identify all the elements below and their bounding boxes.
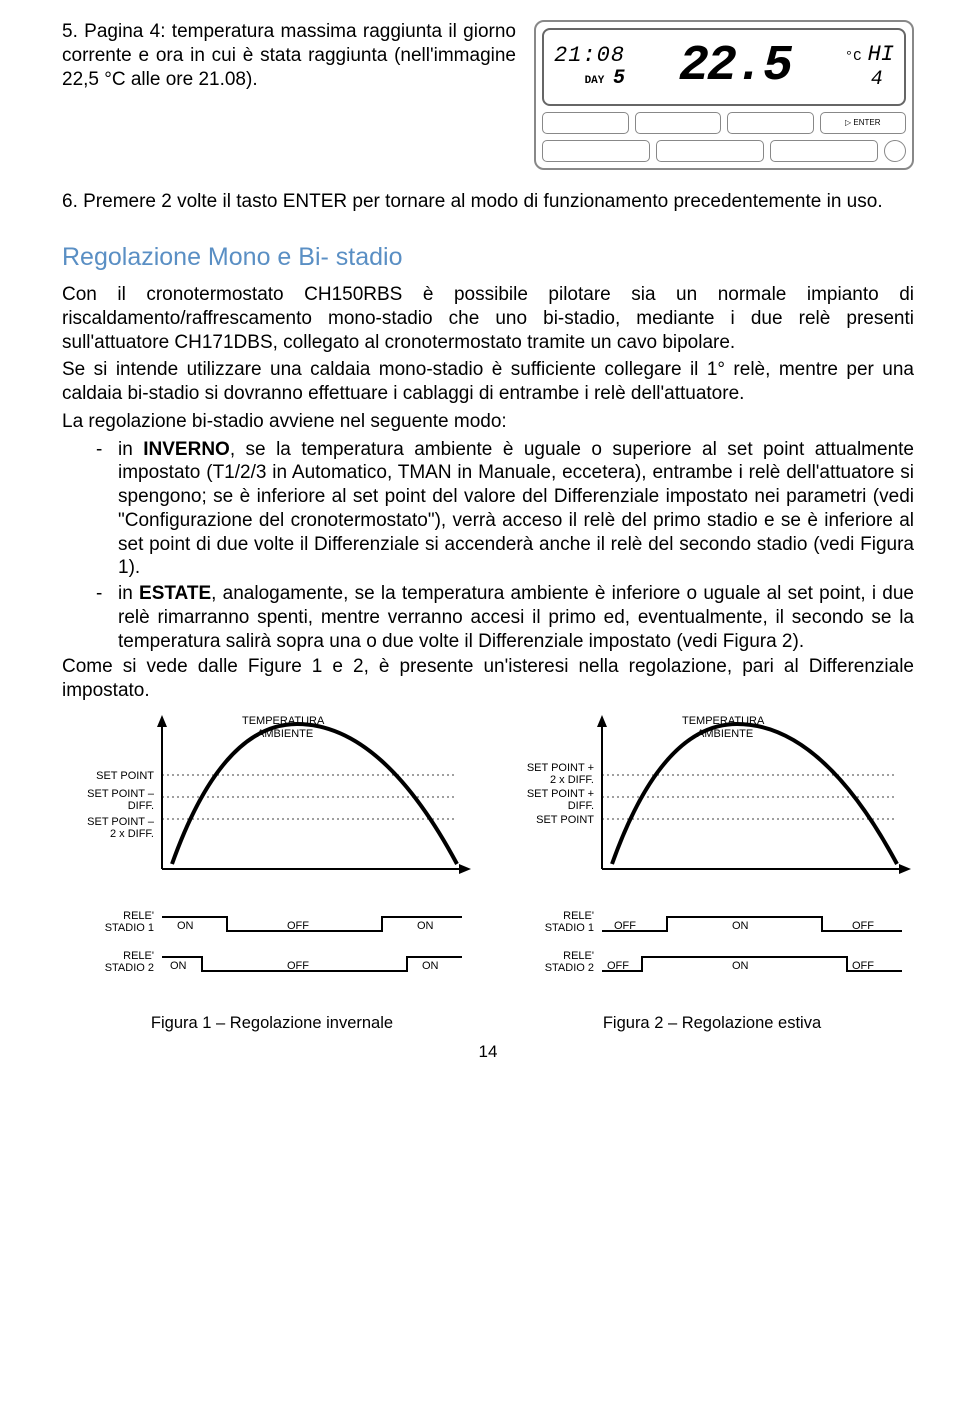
lcd-day-num: 5 bbox=[613, 67, 625, 90]
step6-text: 6. Premere 2 volte il tasto ENTER per to… bbox=[62, 190, 914, 214]
fig2-r2-s2: ON bbox=[732, 960, 749, 972]
fig2-r1-s3: OFF bbox=[852, 920, 874, 932]
li2-post: , analogamente, se la temperatura ambien… bbox=[118, 583, 914, 652]
fig1-r2-s1: ON bbox=[170, 960, 187, 972]
fig1-ylabel-3a: SET POINT – bbox=[87, 816, 155, 828]
fig2-axis-title-2: AMBIENTE bbox=[697, 728, 753, 740]
fig2-relay1-b: STADIO 1 bbox=[545, 922, 594, 934]
fig2-r2-s1: OFF bbox=[607, 960, 629, 972]
li2-pre: in bbox=[118, 583, 139, 604]
fig1-ylabel-2a: SET POINT – bbox=[87, 788, 155, 800]
device-btn-round[interactable] bbox=[884, 140, 906, 162]
fig2-relay1-a: RELE' bbox=[563, 910, 594, 922]
fig1-caption: Figura 1 – Regolazione invernale bbox=[151, 1013, 393, 1034]
para-1: Con il cronotermostato CH150RBS è possib… bbox=[62, 283, 914, 354]
figure-1: TEMPERATURA AMBIENTE SET POINT SET POINT… bbox=[62, 709, 482, 1034]
figures-row: TEMPERATURA AMBIENTE SET POINT SET POINT… bbox=[62, 709, 914, 1034]
para-2: Se si intende utilizzare una caldaia mon… bbox=[62, 358, 914, 406]
fig2-relay2-a: RELE' bbox=[563, 950, 594, 962]
fig1-relay2-b: STADIO 2 bbox=[105, 962, 154, 974]
fig1-relay1-b: STADIO 1 bbox=[105, 922, 154, 934]
btn-row-1: ▷ ENTER bbox=[542, 112, 906, 134]
fig1-ylabel-1: SET POINT bbox=[96, 770, 154, 782]
device-btn-blank-3[interactable] bbox=[727, 112, 814, 134]
li2-bold: ESTATE bbox=[139, 583, 211, 604]
step5-text: 5. Pagina 4: temperatura massima raggiun… bbox=[62, 20, 516, 170]
lcd-extra: 4 bbox=[871, 70, 883, 90]
fig1-r2-s3: ON bbox=[422, 960, 439, 972]
fig1-r1-s2: OFF bbox=[287, 920, 309, 932]
fig1-ylabel-3b: 2 x DIFF. bbox=[110, 828, 154, 840]
lcd-temp: 22.5 bbox=[679, 42, 791, 92]
fig2-ylabel-2b: DIFF. bbox=[568, 800, 594, 812]
para-4: Come si vede dalle Figure 1 e 2, è prese… bbox=[62, 655, 914, 703]
bullet-list: in INVERNO, se la temperatura ambiente è… bbox=[62, 438, 914, 654]
list-item-estate: in ESTATE, analogamente, se la temperatu… bbox=[118, 582, 914, 653]
figure-2: TEMPERATURA AMBIENTE SET POINT + 2 x DIF… bbox=[502, 709, 922, 1034]
fig1-relay1-a: RELE' bbox=[123, 910, 154, 922]
lcd-day-label: DAY bbox=[585, 75, 605, 87]
li1-pre: in bbox=[118, 439, 143, 460]
section-heading: Regolazione Mono e Bi- stadio bbox=[62, 242, 914, 273]
device-btn-enter[interactable]: ▷ ENTER bbox=[820, 112, 907, 134]
lcd-hi: HI bbox=[868, 44, 894, 66]
device-btn-blank-4[interactable] bbox=[542, 140, 650, 162]
fig2-r1-s2: ON bbox=[732, 920, 749, 932]
fig1-axis-title-1: TEMPERATURA bbox=[242, 715, 325, 727]
fig2-ylabel-1b: 2 x DIFF. bbox=[550, 774, 594, 786]
fig2-ylabel-2a: SET POINT + bbox=[527, 788, 594, 800]
device-btn-blank-2[interactable] bbox=[635, 112, 722, 134]
lcd-unit: °C HI bbox=[845, 44, 894, 66]
figure-1-svg: TEMPERATURA AMBIENTE SET POINT SET POINT… bbox=[62, 709, 482, 1009]
btn-row-2 bbox=[542, 140, 906, 162]
figure-2-svg: TEMPERATURA AMBIENTE SET POINT + 2 x DIF… bbox=[502, 709, 922, 1009]
fig2-relay2-b: STADIO 2 bbox=[545, 962, 594, 974]
fig2-ylabel-1a: SET POINT + bbox=[527, 762, 594, 774]
lcd-day: DAY 5 bbox=[585, 69, 625, 89]
fig2-r2-s3: OFF bbox=[852, 960, 874, 972]
lcd-time: 21:08 bbox=[554, 45, 625, 67]
fig1-relay2-a: RELE' bbox=[123, 950, 154, 962]
lcd-display: 21:08 DAY 5 22.5 °C HI 4 bbox=[542, 28, 906, 106]
fig2-axis-title-1: TEMPERATURA bbox=[682, 715, 765, 727]
page-number: 14 bbox=[62, 1041, 914, 1062]
device-btn-blank-6[interactable] bbox=[770, 140, 878, 162]
li1-bold: INVERNO bbox=[143, 439, 230, 460]
top-row: 5. Pagina 4: temperatura massima raggiun… bbox=[62, 20, 914, 170]
fig2-caption: Figura 2 – Regolazione estiva bbox=[603, 1013, 821, 1034]
thermostat-device: 21:08 DAY 5 22.5 °C HI 4 ▷ ENTER bbox=[534, 20, 914, 170]
fig2-ylabel-3: SET POINT bbox=[536, 814, 594, 826]
lcd-left: 21:08 DAY 5 bbox=[554, 45, 625, 89]
lcd-unit-c: °C bbox=[845, 50, 862, 64]
fig1-r1-s1: ON bbox=[177, 920, 194, 932]
enter-label: ENTER bbox=[853, 118, 880, 128]
arrow-icon: ▷ bbox=[845, 118, 851, 128]
device-btn-blank-5[interactable] bbox=[656, 140, 764, 162]
fig2-r1-s1: OFF bbox=[614, 920, 636, 932]
list-item-inverno: in INVERNO, se la temperatura ambiente è… bbox=[118, 438, 914, 581]
para-3: La regolazione bi-stadio avviene nel seg… bbox=[62, 410, 914, 434]
lcd-right: °C HI 4 bbox=[845, 44, 894, 90]
device-btn-blank-1[interactable] bbox=[542, 112, 629, 134]
fig1-axis-title-2: AMBIENTE bbox=[257, 728, 313, 740]
li1-post: , se la temperatura ambiente è uguale o … bbox=[118, 439, 914, 579]
fig1-r2-s2: OFF bbox=[287, 960, 309, 972]
fig1-ylabel-2b: DIFF. bbox=[128, 800, 154, 812]
fig1-r1-s3: ON bbox=[417, 920, 434, 932]
